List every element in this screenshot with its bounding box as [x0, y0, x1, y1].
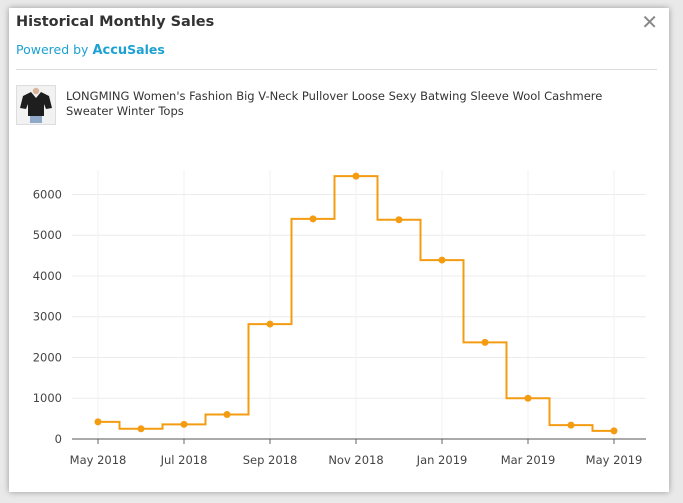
data-point: [438, 256, 446, 264]
y-tick-label: 4000: [33, 269, 62, 283]
data-point: [309, 215, 317, 223]
x-tick-label: May 2018: [70, 453, 127, 467]
brand-sales[interactable]: Sales: [127, 42, 165, 57]
y-tick-label: 3000: [33, 310, 62, 324]
x-tick-label: Nov 2018: [328, 453, 383, 467]
x-tick-label: Jan 2019: [416, 453, 468, 467]
powered-by: Powered by AccuSales: [16, 42, 165, 58]
data-point: [567, 421, 575, 429]
data-point: [137, 425, 145, 433]
y-tick-label: 2000: [33, 350, 62, 364]
y-tick-label: 0: [55, 432, 62, 446]
close-icon[interactable]: ✕: [641, 10, 658, 34]
data-point: [524, 394, 532, 402]
powered-prefix: Powered by: [16, 42, 93, 57]
data-point: [352, 172, 360, 180]
x-tick-label: Jul 2018: [160, 453, 208, 467]
data-point: [610, 427, 618, 435]
dialog-title: Historical Monthly Sales: [16, 14, 215, 30]
header-divider: [16, 69, 657, 70]
y-tick-label: 1000: [33, 391, 62, 405]
data-point: [395, 216, 403, 224]
x-tick-label: Mar 2019: [501, 453, 556, 467]
data-point: [223, 411, 231, 419]
sweater-icon: [17, 86, 55, 124]
data-point: [180, 420, 188, 428]
sales-dialog: Historical Monthly Sales ✕ Powered by Ac…: [9, 8, 669, 492]
y-tick-label: 5000: [33, 228, 62, 242]
x-tick-label: May 2019: [586, 453, 643, 467]
y-tick-label: 6000: [33, 187, 62, 201]
data-point: [266, 320, 274, 328]
x-tick-label: Sep 2018: [243, 453, 298, 467]
product-thumbnail: [16, 85, 56, 125]
data-point: [94, 418, 102, 426]
data-point: [481, 338, 489, 346]
product-title[interactable]: LONGMING Women's Fashion Big V-Neck Pull…: [66, 89, 603, 118]
brand-accu[interactable]: Accu: [92, 43, 128, 58]
